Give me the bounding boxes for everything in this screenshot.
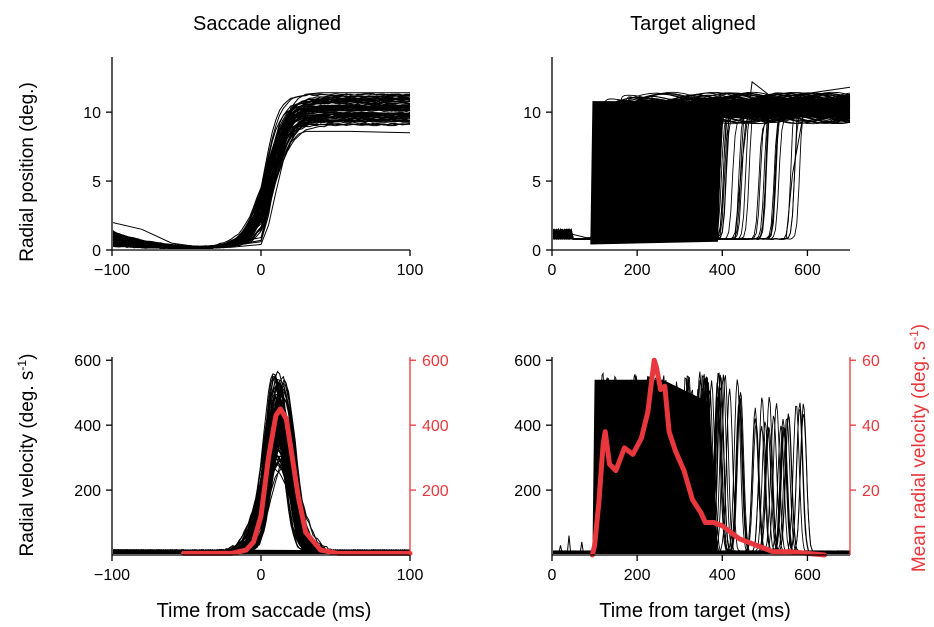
velocity-trace [579, 541, 584, 554]
velocity-trace [566, 535, 572, 554]
y2-label-mean-velocity: Mean radial velocity (deg. s-1) [907, 324, 930, 572]
position-trace [553, 111, 850, 240]
position-trace [553, 80, 851, 240]
y-tick-label: 5 [532, 174, 541, 191]
y-tick-label: 400 [74, 418, 101, 435]
y-tick-label: 600 [514, 353, 541, 370]
y2-tick-label: 600 [422, 353, 449, 370]
x-tick-label: 200 [624, 567, 651, 584]
y-tick-label: 10 [523, 105, 541, 122]
x-label-target: Time from target (ms) [599, 600, 791, 622]
y-label-velocity: Radial velocity (deg. s-1) [15, 354, 38, 557]
x-tick-label: 400 [709, 567, 736, 584]
x-tick-label: 0 [257, 567, 266, 584]
x-tick-label: 600 [794, 567, 821, 584]
y2-tick-label: 20 [862, 483, 880, 500]
x-tick-label: 200 [624, 262, 651, 279]
y2-tick-label: 200 [422, 483, 449, 500]
position-trace [113, 104, 411, 249]
y2-tick-label: 40 [862, 418, 880, 435]
panel-position-saccade: −100 0 100 0 5 10 [83, 57, 423, 279]
y-tick-label: 400 [514, 418, 541, 435]
x-label-saccade: Time from saccade (ms) [157, 600, 372, 622]
y-tick-label: 200 [514, 483, 541, 500]
x-tick-label: 400 [709, 262, 736, 279]
trace-group [113, 370, 411, 554]
y-tick-label: 0 [92, 243, 101, 260]
position-trace [113, 103, 411, 249]
velocity-trace [558, 545, 563, 554]
trace-group [113, 92, 411, 249]
mean-velocity-line [589, 357, 827, 558]
velocity-trace [113, 391, 410, 554]
trace-group [553, 80, 851, 245]
panel-position-target: 0 200 400 600 0 5 10 [523, 57, 851, 279]
y-tick-label: 10 [83, 105, 101, 122]
col-right-title: Target aligned [630, 13, 756, 35]
position-trace [113, 130, 411, 249]
x-tick-label: 600 [794, 262, 821, 279]
y-tick-label: 200 [74, 483, 101, 500]
x-tick-label: 0 [257, 262, 266, 279]
position-trace [553, 100, 851, 239]
y-tick-label: 0 [532, 243, 541, 260]
y2-tick-label: 60 [862, 353, 880, 370]
x-tick-label: 0 [548, 567, 557, 584]
col-left-title: Saccade aligned [193, 13, 341, 35]
x-tick-label: −100 [94, 262, 130, 279]
y-label-position: Radial position (deg.) [17, 82, 38, 262]
x-tick-label: 100 [397, 567, 424, 584]
position-trace [113, 111, 411, 249]
y-tick-label: 600 [74, 353, 101, 370]
mean-velocity-line [181, 406, 413, 556]
y-tick-label: 5 [92, 174, 101, 191]
panel-velocity-target: 0 200 400 600 200 400 600 20 40 60 [514, 353, 880, 584]
x-tick-label: −100 [94, 567, 130, 584]
position-trace [553, 115, 851, 240]
x-tick-label: 100 [397, 262, 424, 279]
x-tick-label: 0 [548, 262, 557, 279]
position-trace [113, 106, 411, 248]
panel-velocity-saccade: −100 0 100 200 400 600 200 400 600 [74, 353, 449, 584]
y2-tick-label: 400 [422, 418, 449, 435]
